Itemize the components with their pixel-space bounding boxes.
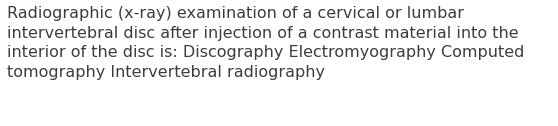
Text: Radiographic (x-ray) examination of a cervical or lumbar
intervertebral disc aft: Radiographic (x-ray) examination of a ce… xyxy=(7,6,525,80)
